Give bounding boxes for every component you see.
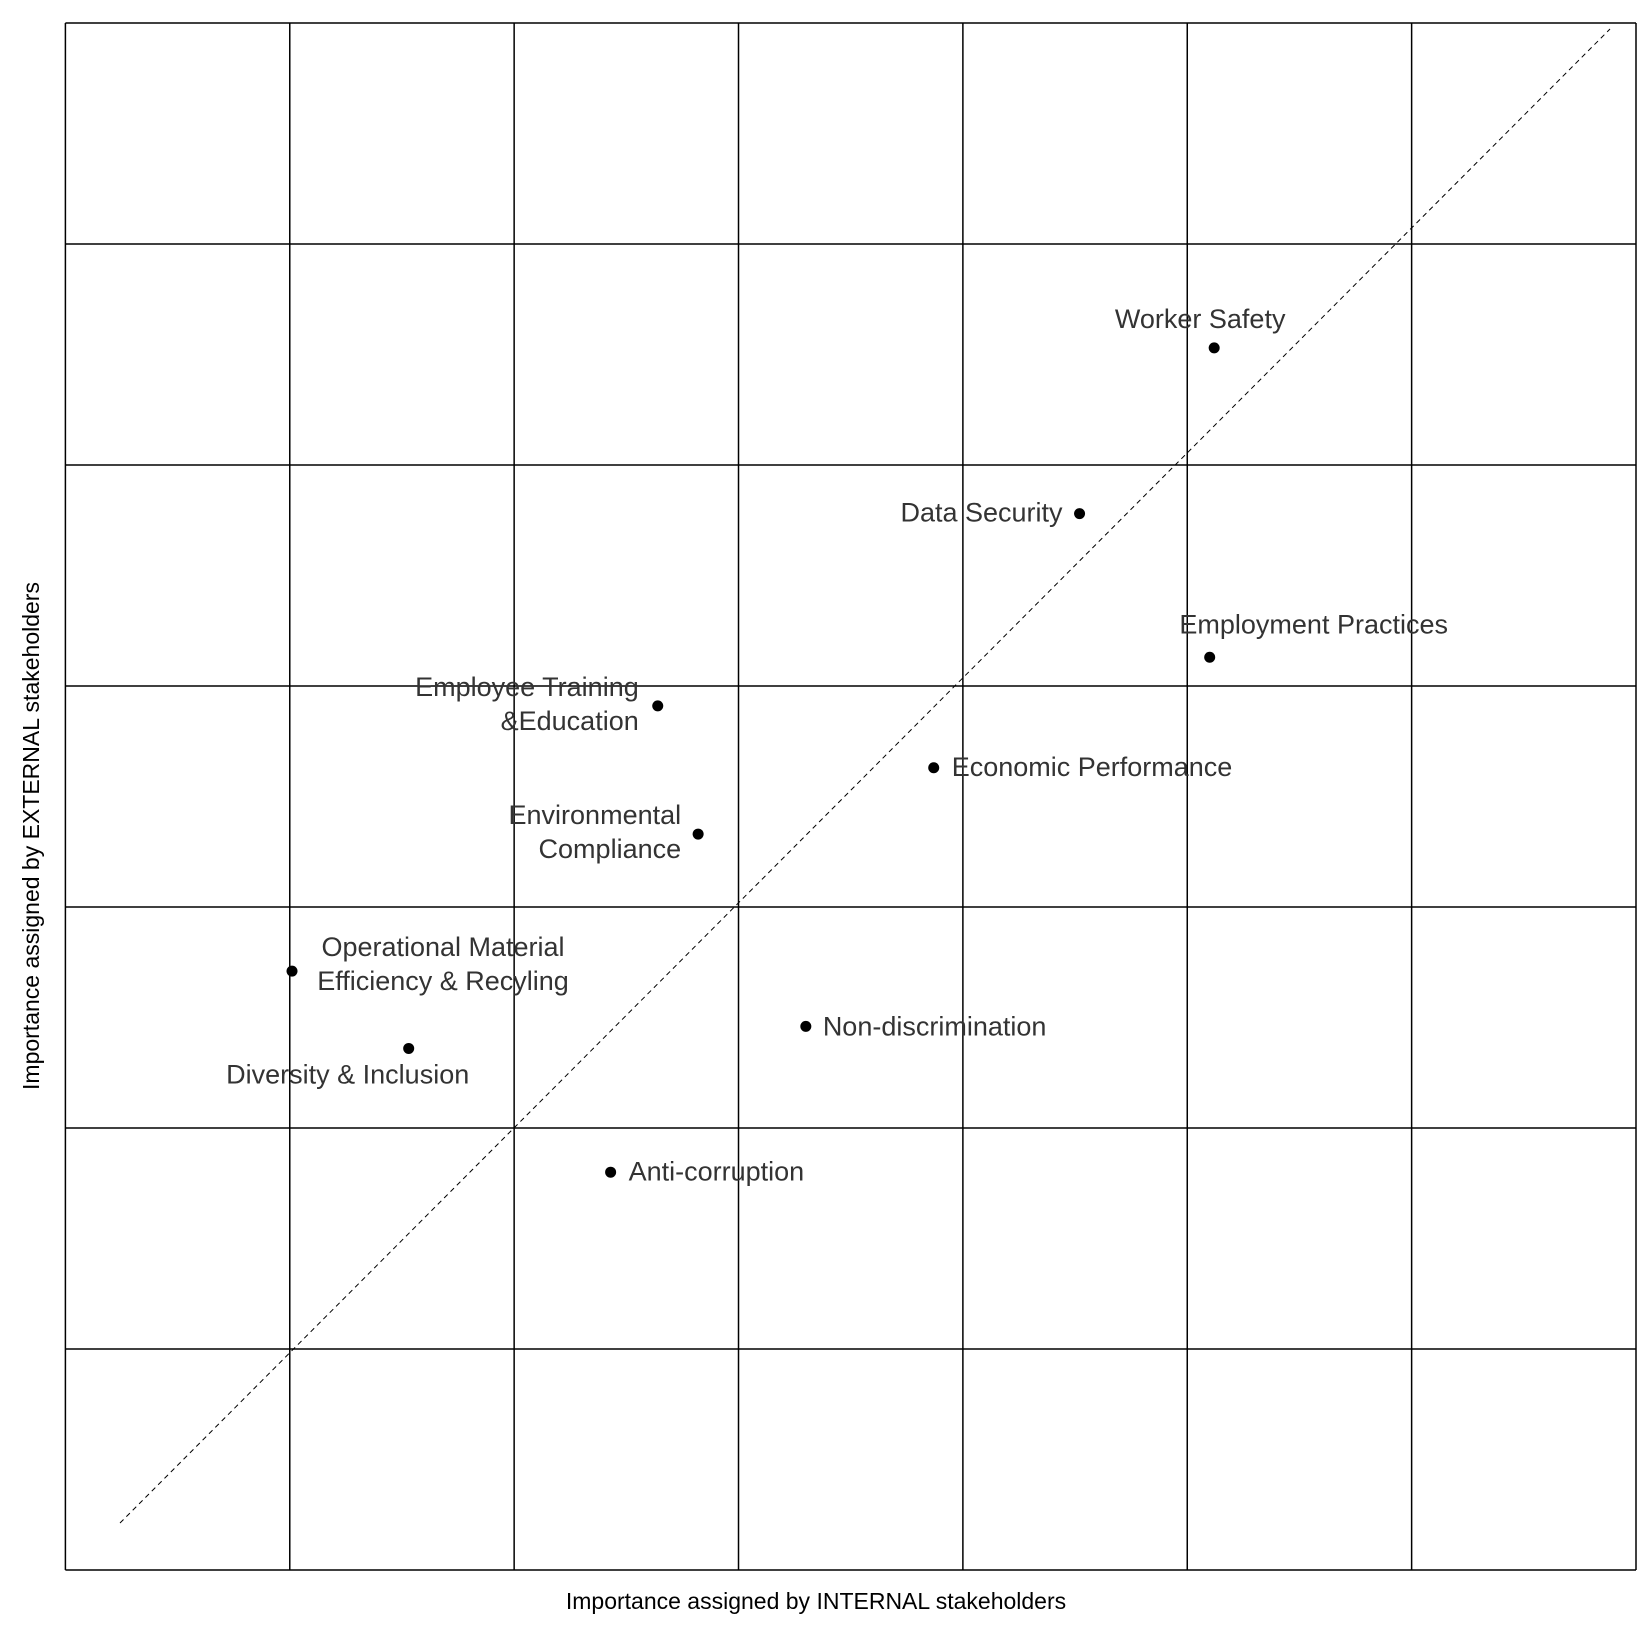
point [1208, 342, 1220, 354]
y-axis-label: Importance assigned by EXTERNAL stakehol… [18, 582, 44, 1090]
point-label: Compliance [539, 834, 682, 864]
point-label: Environmental [509, 800, 682, 830]
point-label: Worker Safety [1115, 304, 1286, 334]
point [1074, 508, 1086, 520]
point [692, 828, 704, 840]
point [403, 1042, 415, 1054]
point [928, 762, 940, 774]
point-label: Operational Material [321, 932, 564, 962]
point [605, 1166, 617, 1178]
point-label: Employment Practices [1179, 609, 1448, 639]
point [286, 965, 298, 977]
point-label: Non-discrimination [823, 1011, 1047, 1041]
point [1204, 651, 1216, 663]
point [800, 1020, 812, 1032]
x-axis-label: Importance assigned by INTERNAL stakehol… [566, 1588, 1066, 1614]
point-label: &Education [501, 706, 639, 736]
point-label: Diversity & Inclusion [226, 1060, 469, 1090]
point-label: Employee Training [415, 672, 639, 702]
point [652, 700, 664, 712]
point-label: Economic Performance [952, 752, 1233, 782]
point-label: Anti-corruption [629, 1156, 805, 1186]
diagonal-reference [119, 28, 1611, 1524]
point-label: Efficiency & Recyling [317, 966, 569, 996]
point-label: Data Security [900, 498, 1063, 528]
